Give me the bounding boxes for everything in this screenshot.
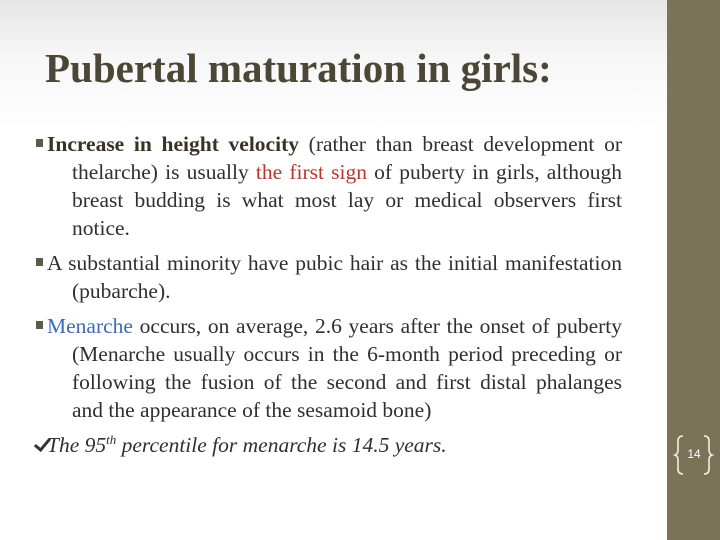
highlight: Menarche (47, 314, 133, 338)
text: percentile for menarche is 14.5 years. (116, 433, 447, 457)
bullet: A substantial minority have pubic hair a… (0, 249, 622, 305)
text: The 95 (47, 433, 107, 457)
bracket-right (703, 435, 715, 475)
slide-title: Pubertal maturation in girls: (45, 45, 552, 91)
text: A substantial minority have pubic hair a… (47, 251, 622, 303)
bracket-left (672, 435, 684, 475)
text: (rather than breast development or thela… (72, 132, 622, 184)
bullet: Menarche occurs, on average, 2.6 years a… (0, 312, 622, 424)
slide-body: Increase in height velocity (rather than… (0, 130, 622, 466)
highlight: the first sign (255, 160, 367, 184)
text: occurs, on average, 2.6 years after the … (72, 314, 622, 422)
page-number-frame (672, 435, 715, 475)
bullet: The 95th percentile for menarche is 14.5… (0, 431, 622, 459)
emphasis: Increase in height velocity (47, 132, 299, 156)
bullet: Increase in height velocity (rather than… (0, 130, 622, 242)
text: of puberty in girls, although breast bud… (72, 160, 622, 240)
page-number: 14 (687, 447, 701, 461)
sidebar (667, 0, 720, 540)
superscript: th (106, 431, 117, 447)
